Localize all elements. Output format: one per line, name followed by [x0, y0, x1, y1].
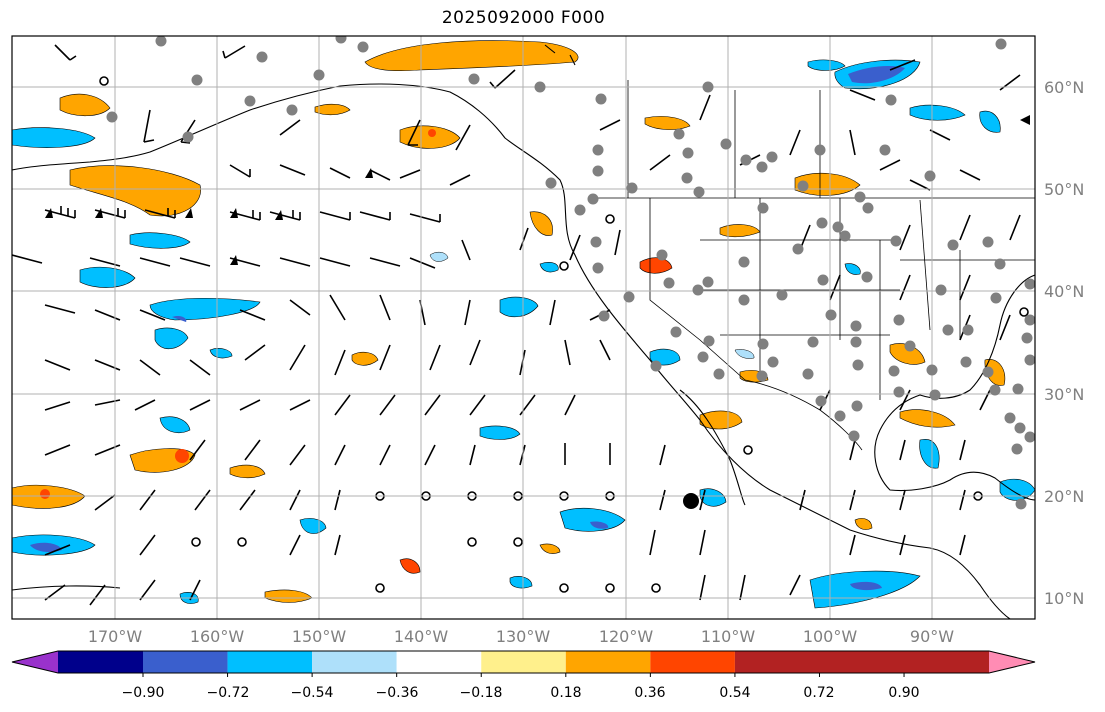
lat-lon-grid	[12, 36, 1035, 619]
colorbar-tick-label: −0.90	[122, 685, 165, 701]
longitude-labels: 170°W 160°W 150°W 140°W 130°W 120°W 110°…	[88, 627, 954, 646]
colorbar-tick-label: 0.90	[888, 685, 919, 701]
colorbar	[11, 650, 1036, 677]
lat-label: 30°N	[1044, 385, 1084, 404]
lon-label: 170°W	[88, 627, 143, 646]
wind-pennants	[45, 115, 1030, 265]
colorbar-tick-label: −0.18	[460, 685, 503, 701]
lat-label: 20°N	[1044, 487, 1084, 506]
lat-label: 60°N	[1044, 78, 1084, 97]
latitude-labels: 60°N 50°N 40°N 30°N 20°N 10°N	[1044, 78, 1084, 608]
colorbar-segment	[565, 651, 651, 673]
lon-label: 120°W	[599, 627, 654, 646]
colorbar-segment	[734, 651, 989, 673]
station-markers	[106, 36, 1035, 510]
colorbar-tick-label: 0.54	[719, 685, 750, 701]
colorbar-tick-label: 0.18	[550, 685, 581, 701]
lon-label: 140°W	[394, 627, 449, 646]
colorbar-segment	[396, 651, 482, 673]
map-border	[11, 35, 1036, 620]
colorbar-segment	[312, 651, 397, 673]
colorbar-tick-label: −0.36	[376, 685, 419, 701]
colorbar-extend-min	[12, 651, 58, 673]
lon-label: 100°W	[803, 627, 858, 646]
colorbar-segment	[227, 651, 313, 673]
colorbar-segment	[650, 651, 735, 673]
lat-label: 40°N	[1044, 282, 1084, 301]
colorbar-segment	[58, 651, 143, 673]
storm-center-marker	[683, 493, 699, 509]
lon-label: 160°W	[190, 627, 245, 646]
colorbar-labels: −0.90 −0.72 −0.54 −0.36 −0.18 0.18 0.36 …	[122, 685, 920, 701]
colorbar-extend-max	[989, 651, 1035, 673]
colorbar-tick-label: −0.72	[207, 685, 250, 701]
lon-label: 130°W	[496, 627, 551, 646]
colorbar-tick-label: −0.54	[291, 685, 334, 701]
lon-label: 110°W	[701, 627, 756, 646]
colorbar-segment	[143, 651, 228, 673]
lat-label: 50°N	[1044, 180, 1084, 199]
lon-label: 90°W	[910, 627, 954, 646]
lat-label: 10°N	[1044, 589, 1084, 608]
colorbar-outline	[11, 650, 1036, 674]
colorbar-tick-label: 0.36	[634, 685, 665, 701]
map-title: 2025092000 F000	[441, 8, 606, 28]
colorbar-tick-label: 0.72	[803, 685, 834, 701]
colorbar-segment	[481, 651, 566, 673]
lon-label: 150°W	[292, 627, 347, 646]
